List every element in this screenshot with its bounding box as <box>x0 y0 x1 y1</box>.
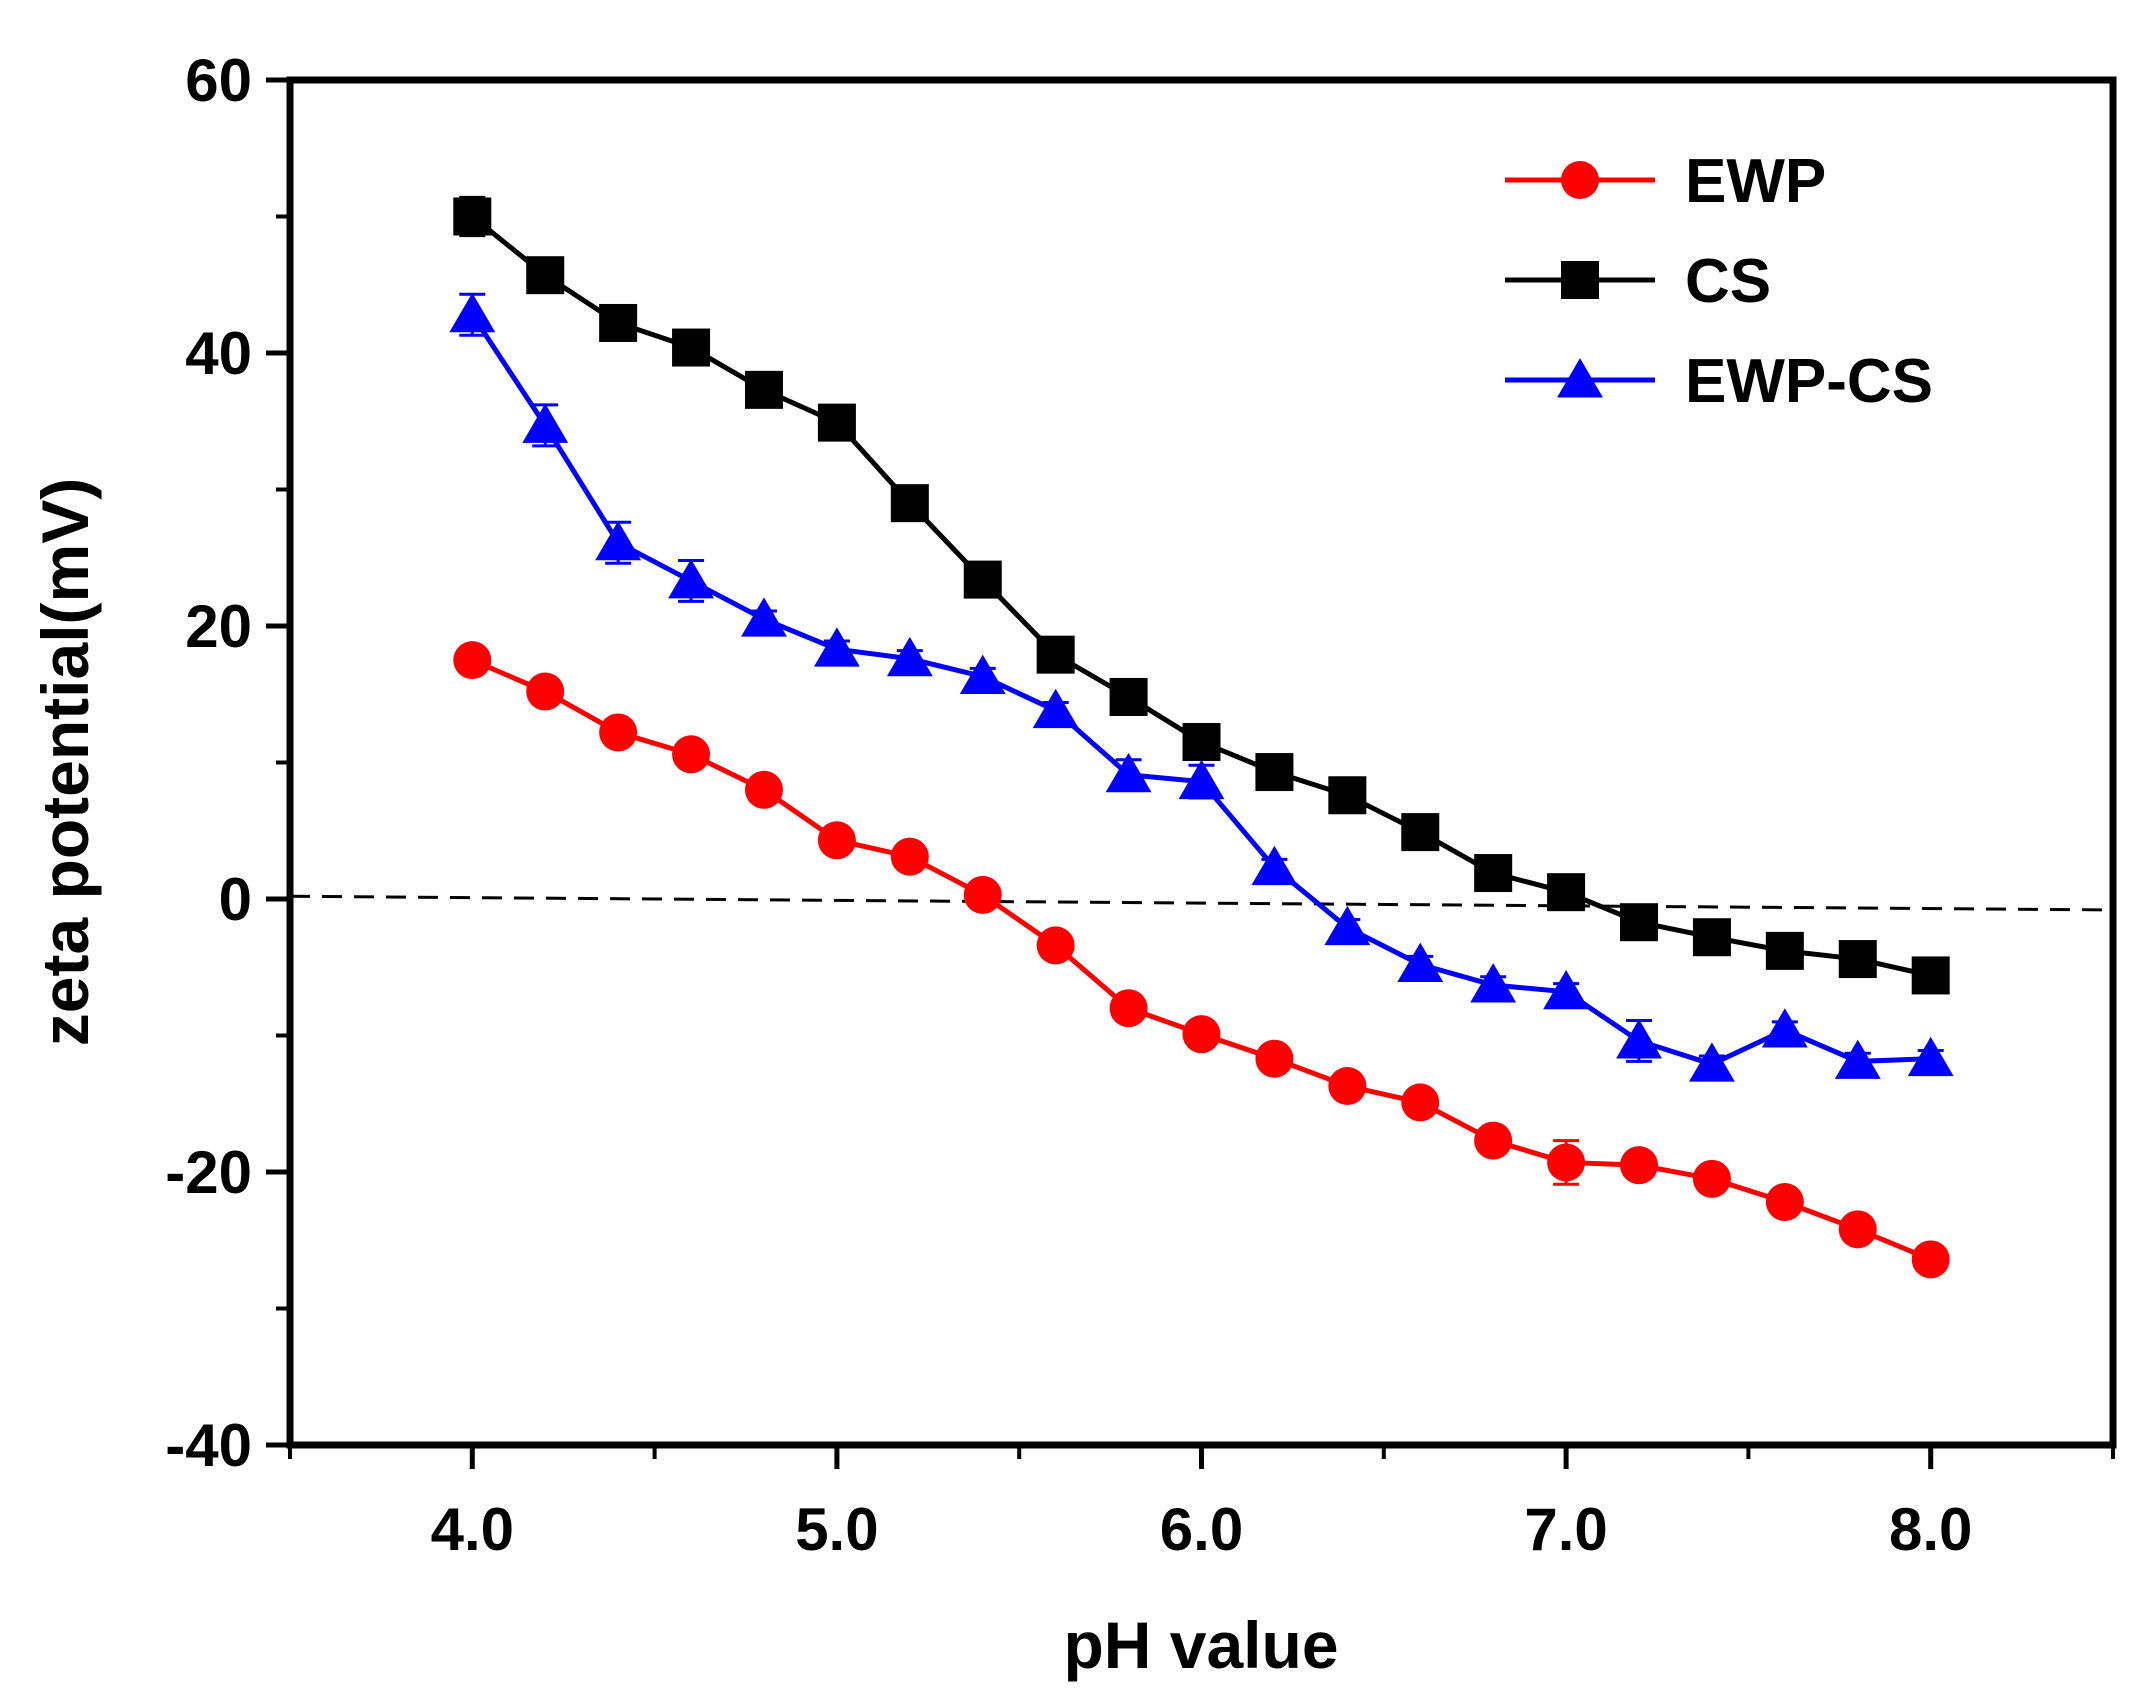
data-point-ewp-cs <box>449 292 496 333</box>
data-point-cs <box>1692 918 1731 957</box>
series-layer <box>449 195 1954 1279</box>
data-point-ewp <box>1838 1210 1877 1249</box>
y-tick-label: 60 <box>185 47 252 114</box>
legend-label: CS <box>1685 247 1771 316</box>
data-point-cs <box>817 403 856 442</box>
y-tick-label: 20 <box>185 593 252 660</box>
data-point-cs <box>1182 723 1221 762</box>
data-point-ewp-cs <box>1907 1036 1954 1077</box>
data-point-cs <box>1255 753 1294 792</box>
series-ewp-cs <box>449 292 1954 1082</box>
legend-item-ewp: EWP <box>1505 147 1826 216</box>
data-point-ewp-cs <box>1178 759 1225 800</box>
data-point-ewp <box>1911 1240 1950 1279</box>
data-point-ewp <box>1547 1143 1586 1182</box>
data-point-ewp <box>1109 989 1148 1028</box>
data-point-cs <box>1620 903 1659 942</box>
series-cs <box>453 195 1950 995</box>
legend-label: EWP <box>1685 147 1826 216</box>
reference-line-layer <box>289 894 2114 912</box>
data-point-ewp-cs <box>886 636 933 677</box>
data-point-ewp-cs <box>741 597 787 637</box>
data-point-cs <box>1109 677 1148 716</box>
data-point-ewp-cs <box>595 520 642 561</box>
legend-item-ewp-cs: EWP-CS <box>1505 347 1933 416</box>
data-point-ewp-cs <box>1397 942 1444 982</box>
data-point-ewp-cs <box>1105 752 1152 793</box>
data-point-ewp <box>1474 1121 1513 1160</box>
data-point-ewp-cs <box>1324 905 1371 946</box>
data-point-cs <box>1036 635 1075 674</box>
y-tick-label: 0 <box>219 866 252 933</box>
data-point-ewp-cs <box>1834 1039 1881 1079</box>
x-tick-label: 7.0 <box>1524 1496 1607 1563</box>
data-point-ewp <box>1401 1083 1440 1122</box>
x-tick-label: 6.0 <box>1160 1496 1243 1563</box>
data-point-ewp <box>1255 1039 1294 1078</box>
zero-reference-line <box>289 894 2114 912</box>
data-point-ewp-cs <box>1688 1042 1735 1082</box>
data-point-ewp-cs <box>1616 1019 1662 1059</box>
data-point-cs <box>526 256 565 295</box>
data-point-ewp-cs <box>1761 1008 1808 1048</box>
data-point-ewp <box>744 770 783 809</box>
data-point-cs <box>1911 956 1950 995</box>
data-point-ewp-cs <box>1251 845 1298 886</box>
y-tick-label: -20 <box>165 1139 252 1206</box>
x-tick-label: 5.0 <box>795 1496 878 1563</box>
data-point-ewp <box>1765 1183 1804 1222</box>
x-tick-label: 4.0 <box>431 1496 514 1563</box>
data-point-cs <box>744 370 783 409</box>
data-point-ewp <box>599 713 638 752</box>
data-point-ewp-cs <box>1543 969 1590 1010</box>
data-point-cs <box>599 303 638 342</box>
data-point-ewp-cs <box>959 654 1006 694</box>
data-point-cs <box>1547 873 1586 912</box>
x-axis-title: pH value <box>1063 1608 1338 1682</box>
data-point-ewp <box>1620 1146 1659 1185</box>
data-point-cs <box>1401 813 1440 852</box>
tick-layer: 4.0 5.0 6.0 7.0 8.0 -40 -20 0 20 40 60 <box>165 47 2115 1563</box>
data-point-ewp-cs <box>1032 688 1079 729</box>
data-point-ewp <box>890 837 929 876</box>
data-point-ewp-cs <box>813 627 860 667</box>
legend: EWP CS EWP-CS <box>1505 147 1933 416</box>
data-point-cs <box>1474 854 1513 893</box>
data-point-cs <box>1328 776 1367 815</box>
data-point-cs <box>890 484 929 523</box>
data-point-cs <box>963 560 1002 599</box>
data-point-ewp <box>1182 1015 1221 1054</box>
y-tick-label: -40 <box>165 1412 252 1479</box>
y-axis-title: zeta potential(mV) <box>28 478 102 1046</box>
data-point-cs <box>672 328 711 367</box>
data-point-cs <box>1765 931 1804 970</box>
legend-marker <box>1557 358 1603 398</box>
series-ewp <box>453 641 1950 1279</box>
legend-label: EWP-CS <box>1685 347 1933 416</box>
legend-item-cs: CS <box>1505 247 1771 316</box>
data-point-ewp <box>1328 1067 1367 1106</box>
data-point-ewp <box>817 821 856 860</box>
data-point-ewp <box>1692 1159 1731 1198</box>
data-point-ewp-cs <box>1470 963 1517 1003</box>
data-point-ewp <box>672 735 711 774</box>
data-point-ewp <box>963 875 1002 914</box>
data-point-cs <box>1838 940 1877 979</box>
data-point-ewp <box>453 641 492 680</box>
data-point-ewp-cs <box>668 559 715 599</box>
y-tick-label: 40 <box>185 320 252 387</box>
data-point-cs <box>453 197 492 236</box>
data-point-ewp-cs <box>522 403 569 443</box>
data-point-ewp <box>1036 926 1075 965</box>
legend-marker <box>1561 161 1599 199</box>
legend-marker <box>1561 261 1599 299</box>
x-tick-label: 8.0 <box>1889 1496 1972 1563</box>
data-point-ewp <box>526 672 565 711</box>
